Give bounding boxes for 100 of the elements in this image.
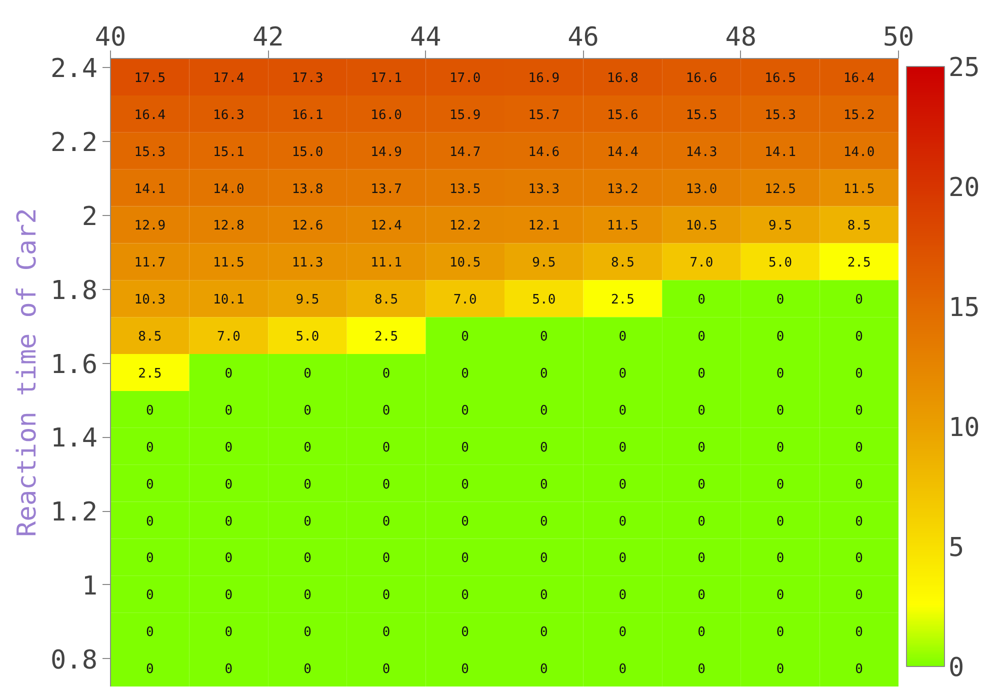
x-tick-label: 50 (882, 22, 914, 52)
data-label: 16.4 (134, 108, 166, 123)
data-label: 0 (461, 366, 470, 382)
color-bar-label: 15 (948, 293, 980, 323)
data-label: 12.9 (134, 218, 166, 234)
x-tick-label: 42 (252, 22, 284, 52)
y-tick-label: 2 (82, 202, 98, 232)
y-tick-label: 2.2 (50, 128, 98, 158)
data-label: 16.0 (370, 108, 402, 123)
data-label: 14.1 (764, 144, 796, 160)
data-label: 10.3 (134, 292, 166, 308)
data-label: 0 (698, 366, 706, 382)
data-label: 17.3 (292, 70, 324, 86)
data-label: 0 (776, 588, 784, 604)
data-label: 0 (224, 440, 233, 456)
data-label: 2.5 (138, 366, 162, 382)
data-label: 14.3 (686, 144, 718, 160)
data-label: 0 (304, 588, 312, 604)
data-label: 0 (618, 403, 627, 418)
data-label: 13.5 (449, 182, 481, 197)
y-tick-label: 1.4 (50, 424, 98, 454)
data-label: 0 (461, 551, 470, 566)
data-label: 0 (382, 588, 390, 604)
data-label: 0 (618, 662, 627, 678)
y-tick-label: 0.8 (50, 645, 98, 676)
data-label: 9.5 (296, 292, 320, 308)
data-label: 0 (618, 551, 627, 566)
data-label: 16.9 (528, 70, 560, 86)
data-label: 0 (776, 292, 784, 308)
data-label: 0 (224, 551, 233, 566)
data-label: 0 (146, 662, 154, 678)
data-label: 8.5 (610, 256, 634, 271)
data-label: 11.3 (292, 256, 324, 271)
data-label: 0 (776, 366, 784, 382)
data-label: 0 (146, 551, 154, 566)
data-label: 0 (224, 514, 233, 530)
data-label: 0 (540, 662, 548, 678)
data-label: 0 (618, 366, 627, 382)
data-label: 14.9 (370, 144, 402, 160)
data-label: 12.5 (764, 182, 796, 197)
data-label: 0 (855, 292, 864, 308)
data-label: 0 (540, 477, 548, 492)
data-label: 11.7 (134, 256, 166, 271)
data-label: 0 (382, 514, 390, 530)
data-label: 15.7 (528, 108, 560, 123)
data-label: 14.0 (213, 182, 244, 197)
data-label: 0 (776, 625, 784, 640)
data-label: 17.4 (213, 70, 245, 86)
data-label: 12.6 (292, 218, 324, 234)
data-label: 0 (224, 662, 233, 678)
data-label: 0 (776, 514, 784, 530)
y-tick-label: 2.4 (50, 54, 98, 84)
data-label: 12.1 (528, 218, 560, 234)
data-label: 13.7 (370, 182, 402, 197)
data-label: 0 (776, 551, 784, 566)
data-label: 0 (698, 551, 706, 566)
data-label: 0 (698, 403, 706, 418)
data-label: 0 (461, 514, 470, 530)
data-label: 0 (146, 625, 154, 640)
data-label: 17.5 (134, 70, 166, 86)
data-label: 0 (224, 477, 233, 492)
data-label: 16.4 (843, 70, 875, 86)
data-label: 13.3 (528, 182, 560, 197)
data-label: 0 (146, 477, 154, 492)
y-axis-title: Reaction time of Car2 (12, 208, 43, 537)
data-label: 0 (224, 366, 233, 382)
data-label: 0 (382, 625, 390, 640)
y-tick-label: 1.6 (50, 350, 98, 380)
data-label: 0 (618, 440, 627, 456)
data-label: 0 (618, 625, 627, 640)
data-label: 0 (618, 588, 627, 604)
data-label: 10.5 (686, 218, 718, 234)
data-label: 0 (698, 514, 706, 530)
data-label: 0 (698, 330, 706, 345)
data-label: 0 (698, 292, 706, 308)
data-label: 2.5 (374, 330, 398, 345)
data-label: 14.6 (528, 144, 560, 160)
data-label: 0 (304, 477, 312, 492)
data-label: 0 (855, 625, 864, 640)
color-bar-label: 10 (948, 413, 980, 443)
data-label: 15.3 (764, 108, 796, 123)
data-label: 0 (146, 403, 154, 418)
data-label: 0 (776, 440, 784, 456)
data-label: 14.1 (134, 182, 166, 197)
data-label: 0 (855, 588, 864, 604)
data-label: 0 (461, 330, 470, 345)
data-label: 16.5 (764, 70, 796, 86)
data-label: 15.2 (843, 108, 875, 123)
data-label: 0 (461, 440, 470, 456)
data-label: 0 (540, 551, 548, 566)
data-label: 9.5 (532, 256, 556, 271)
data-label: 0 (224, 403, 233, 418)
data-label: 0 (618, 514, 627, 530)
data-label: 9.5 (768, 218, 792, 234)
data-label: 12.8 (213, 218, 244, 234)
data-label: 0 (461, 477, 470, 492)
data-label: 0 (540, 403, 548, 418)
data-label: 0 (855, 662, 864, 678)
data-label: 0 (855, 477, 864, 492)
data-label: 15.6 (607, 108, 638, 123)
